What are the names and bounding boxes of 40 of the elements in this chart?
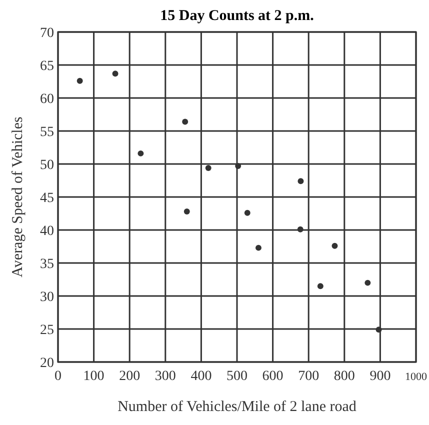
point [205,164,212,171]
chart-title: 15 Day Counts at 2 p.m. [160,8,314,24]
point [376,326,382,333]
y-tick-label: 60 [40,92,54,107]
x-tick-label: 800 [334,369,355,384]
point [184,208,190,214]
y-tick-label: 50 [40,158,54,173]
point [317,283,324,290]
point [364,280,371,286]
point [255,244,262,251]
x-axis-title: Number of Vehicles/Mile of 2 lane road [118,399,357,415]
x-tick-label: 300 [154,369,176,384]
y-tick-label: 30 [40,290,54,305]
y-tick-label: 45 [40,191,54,206]
x-tick-label: 400 [190,369,212,384]
x-tick-label: 700 [298,369,320,384]
point [298,178,304,184]
x-tick-label: 200 [119,369,140,384]
x-tick-label: 600 [262,369,284,384]
point [182,118,188,125]
y-tick-label: 65 [40,59,54,74]
point [138,150,144,156]
y-tick-label: 35 [40,257,54,272]
x-tick-label: 100 [83,369,104,384]
x-tick-label: 900 [370,369,391,384]
y-tick-label: 40 [40,224,54,239]
point [244,210,250,216]
point [112,70,118,77]
x-tick-label: 1000 [405,371,428,383]
y-tick-label: 25 [40,323,54,338]
point [76,78,83,84]
y-tick-label: 70 [40,26,54,41]
y-tick-label: 55 [40,125,54,140]
point [235,163,242,169]
y-axis-title: Average Speed of Vehicles [10,116,26,278]
point [297,226,304,232]
x-tick-label: 500 [226,369,248,384]
y-tick-label: 20 [40,356,54,371]
point [332,242,338,249]
x-tick-label: 0 [54,369,62,384]
